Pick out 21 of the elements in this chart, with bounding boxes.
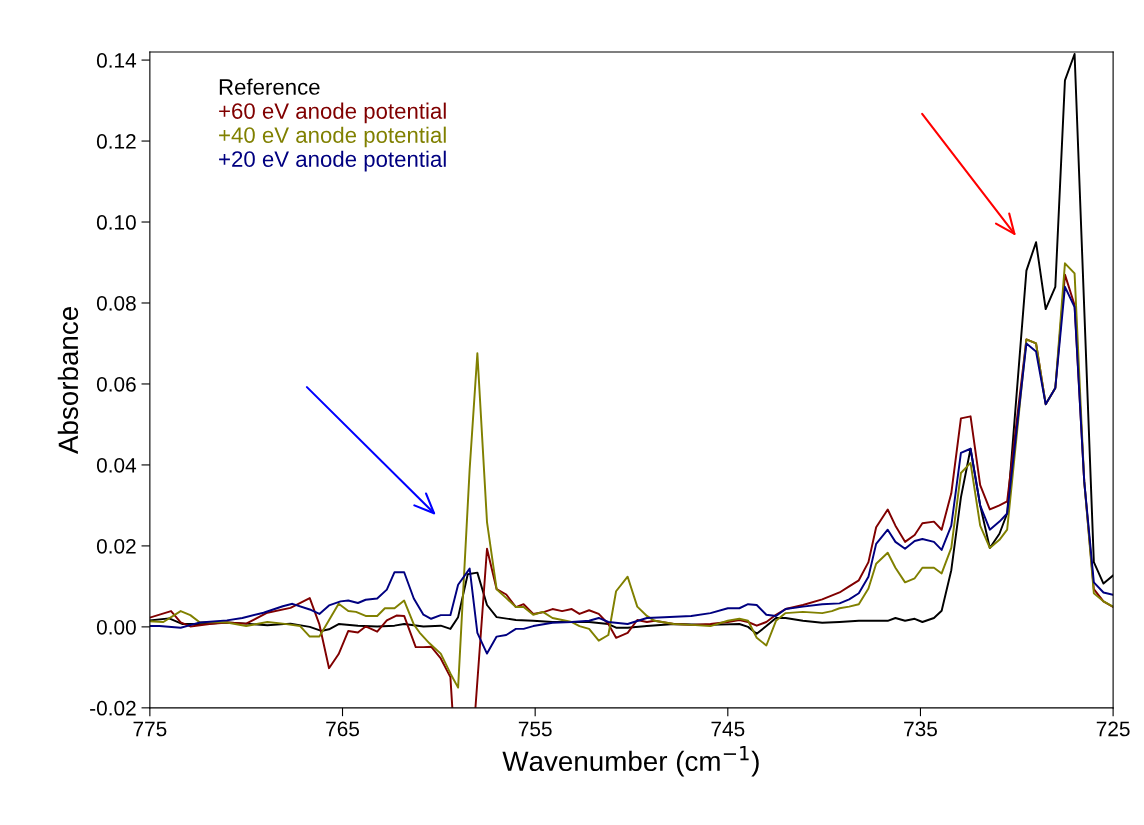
y-tick-label: 0.00 — [96, 619, 136, 635]
x-axis-title: Wavenumber (cm$^{−1}$) — [502, 746, 759, 777]
x-tick-label: 775 — [133, 721, 167, 737]
text: +20 eV anode potential — [219, 150, 446, 172]
x-tick-label: 725 — [1096, 721, 1130, 737]
y-tick-label: 0.14 — [96, 53, 137, 68]
text: +40 eV anode potential — [219, 126, 446, 148]
x-tick-label: 765 — [326, 721, 360, 737]
y-tick-label: 0.06 — [96, 376, 136, 392]
y-tick-label: -0.02 — [90, 700, 136, 716]
y-tick-label: 0.12 — [96, 134, 136, 149]
y-tick-label: 0.10 — [96, 215, 136, 230]
y-tick-label: 0.08 — [96, 295, 136, 311]
text: +60 eV anode potential — [219, 102, 446, 124]
x-tick-label: 745 — [711, 721, 745, 737]
text: Reference — [219, 78, 320, 95]
y-tick-label: 0.04 — [96, 457, 137, 473]
x-tick-label: 735 — [904, 721, 937, 737]
y-tick-label: 0.02 — [96, 538, 136, 554]
y-axis-title: Absorbance — [57, 307, 79, 454]
x-tick-label: 755 — [518, 721, 552, 737]
